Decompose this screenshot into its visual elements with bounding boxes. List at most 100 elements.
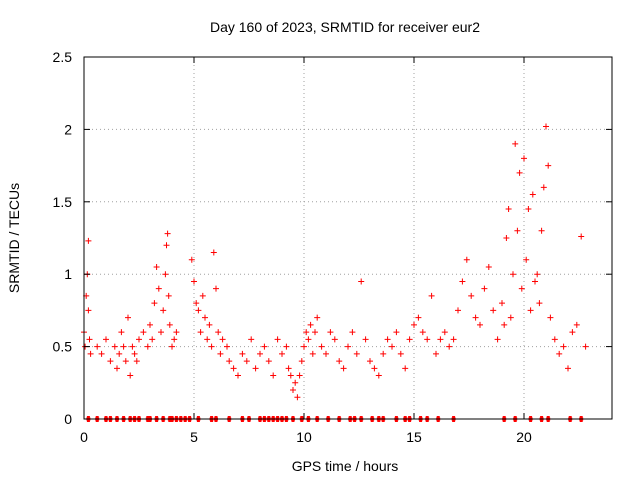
data-point: [345, 343, 351, 350]
data-point: [160, 307, 167, 314]
data-point: [248, 336, 255, 343]
data-point: [257, 350, 263, 357]
data-point: [459, 278, 466, 285]
data-point: [437, 336, 444, 343]
data-point: [507, 314, 514, 321]
data-point: [547, 314, 554, 321]
data-point: [274, 336, 281, 343]
data-point: [375, 372, 382, 379]
data-point: [151, 300, 158, 307]
data-point: [353, 350, 360, 357]
data-point: [285, 365, 292, 372]
data-point: [85, 237, 92, 244]
data-point: [153, 263, 160, 270]
data-point: [521, 155, 527, 162]
data-point: [243, 358, 250, 365]
data-point: [406, 336, 413, 343]
data-point: [120, 343, 127, 350]
data-point: [545, 162, 552, 169]
data-point: [114, 365, 120, 372]
data-point: [171, 336, 178, 343]
data-point: [129, 343, 136, 350]
data-point: [556, 350, 563, 357]
data-point: [149, 336, 156, 343]
data-point: [543, 123, 549, 130]
data-point: [477, 321, 483, 328]
data-point: [252, 365, 259, 372]
y-tick-label: 1.5: [53, 194, 73, 210]
data-point: [127, 372, 134, 379]
data-point: [301, 343, 307, 350]
y-tick-label: 2: [64, 121, 72, 137]
data-point: [204, 336, 211, 343]
data-point: [532, 278, 538, 285]
data-point: [230, 365, 237, 372]
data-point: [122, 358, 129, 365]
data-point: [107, 358, 114, 365]
data-point: [501, 321, 508, 328]
data-point: [402, 365, 409, 372]
data-points: [81, 123, 589, 401]
x-tick-label: 0: [80, 429, 88, 445]
data-point: [534, 271, 541, 278]
data-point: [303, 329, 310, 336]
data-point: [397, 350, 404, 357]
data-point: [305, 336, 312, 343]
data-point: [199, 292, 206, 299]
data-point: [111, 343, 118, 350]
data-point: [433, 350, 439, 357]
data-point: [279, 350, 285, 357]
x-tick-label: 15: [406, 429, 422, 445]
data-point: [158, 329, 164, 336]
data-point: [215, 329, 222, 336]
data-point: [415, 314, 422, 321]
data-point: [103, 336, 109, 343]
data-point: [419, 329, 426, 336]
axis-ticks: [83, 56, 612, 420]
data-point: [125, 314, 131, 321]
data-point: [523, 256, 530, 263]
data-point: [485, 263, 492, 270]
data-point: [573, 321, 580, 328]
data-point: [565, 365, 571, 372]
data-point: [463, 256, 470, 263]
data-point: [362, 336, 369, 343]
data-point: [318, 343, 325, 350]
data-point: [118, 329, 125, 336]
data-point: [314, 314, 321, 321]
data-point: [527, 307, 534, 314]
x-tick-label: 10: [296, 429, 312, 445]
data-point: [169, 343, 175, 350]
x-axis-label: GPS time / hours: [292, 458, 399, 474]
data-point: [450, 336, 457, 343]
data-point: [307, 321, 314, 328]
data-point: [292, 379, 299, 386]
data-point: [516, 169, 523, 176]
data-point: [270, 372, 277, 379]
data-point: [367, 358, 373, 365]
x-tick-labels: 0 5 10 15 20: [80, 429, 532, 445]
data-point: [136, 336, 142, 343]
data-point: [393, 329, 400, 336]
data-point: [349, 329, 356, 336]
data-point: [265, 358, 272, 365]
data-point: [213, 285, 219, 292]
data-point: [208, 343, 215, 350]
data-point: [224, 343, 230, 350]
y-axis-label: SRMTID / TECUs: [6, 183, 22, 293]
data-point: [193, 300, 200, 307]
data-point: [312, 329, 318, 336]
data-point: [86, 336, 93, 343]
data-point: [163, 242, 170, 249]
plot-frame: [83, 56, 613, 420]
data-point: [499, 300, 505, 307]
data-point: [505, 206, 512, 213]
data-point: [147, 321, 153, 328]
data-point: [202, 314, 208, 321]
data-point: [389, 343, 395, 350]
data-point: [578, 233, 585, 240]
data-point: [503, 235, 510, 241]
data-point: [481, 285, 488, 292]
y-tick-label: 2.5: [53, 49, 73, 65]
